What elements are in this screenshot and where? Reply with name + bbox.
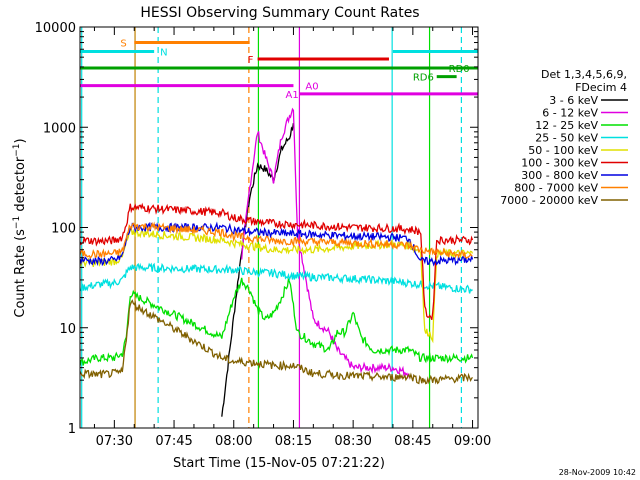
flag-label-rd6: RD6 — [413, 73, 434, 84]
x-tick-label-08-45: 08:45 — [394, 434, 431, 449]
legend-label-3-6-kev: 3 - 6 keV — [549, 94, 598, 107]
legend-label-6-12-kev: 6 - 12 keV — [542, 107, 598, 120]
series-line-3-6-kev — [221, 123, 295, 417]
x-tick-label-08-15: 08:15 — [275, 434, 312, 449]
series-line-12-25-kev — [80, 277, 474, 366]
series-line-800-7000-kev — [80, 221, 473, 259]
flag-label-n: N — [160, 47, 167, 58]
legend-label-25-50-kev: 25 - 50 keV — [535, 132, 598, 145]
x-tick-label-07-30: 07:30 — [96, 434, 133, 449]
legend-label-300-800-kev: 300 - 800 keV — [521, 169, 598, 182]
y-tick-label-10000: 10000 — [35, 21, 76, 36]
axes: 07:30 07:45 08:00 08:15 08:30 08:45 09:00 1 10 10… — [35, 21, 492, 449]
legend-header-line-1: Det 1,3,4,5,6,9, — [541, 68, 627, 81]
flag-label-f: F — [248, 55, 254, 66]
x-axis-label: Start Time (15-Nov-05 07:21:22) — [173, 456, 385, 471]
flag-label-rd0: RD0 — [449, 64, 470, 75]
x-tick-label-09-00: 09:00 — [454, 434, 491, 449]
legend-label-50-100-kev: 50 - 100 keV — [528, 144, 598, 157]
y-axis-label: Count Rate (s−1 detector−1) — [12, 138, 28, 317]
x-tick-label-08-30: 08:30 — [334, 434, 371, 449]
y-tick-label-100: 100 — [51, 222, 76, 237]
chart-title: HESSI Observing Summary Count Rates — [140, 5, 419, 21]
flag-label-a0: A0 — [305, 82, 318, 93]
legend-header-line-2: FDecim 4 — [575, 81, 627, 94]
legend-label-12-25-kev: 12 - 25 keV — [535, 119, 598, 132]
x-tick-label-08-00: 08:00 — [215, 434, 252, 449]
flag-label-a1: A1 — [285, 90, 298, 101]
y-tick-label-1: 1 — [68, 422, 76, 437]
y-tick-label-10: 10 — [59, 322, 76, 337]
plot-area: S N F RD0 RD6 A0 A1 — [80, 27, 478, 428]
legend-label-7000-20000-kev: 7000 - 20000 keV — [500, 194, 598, 207]
series-line-7000-20000-kev — [80, 299, 474, 385]
flag-label-s: S — [120, 39, 126, 50]
timestamp: 28-Nov-2009 10:42 — [559, 468, 636, 477]
x-tick-label-07-45: 07:45 — [155, 434, 192, 449]
y-tick-label-1000: 1000 — [43, 121, 76, 136]
legend-label-100-300-kev: 100 - 300 keV — [521, 157, 598, 170]
series-line-100-300-kev — [80, 202, 474, 321]
series-line-6-12-kev — [241, 107, 410, 380]
series-line-25-50-kev — [80, 262, 473, 294]
legend-label-800-7000-kev: 800 - 7000 keV — [514, 182, 598, 195]
